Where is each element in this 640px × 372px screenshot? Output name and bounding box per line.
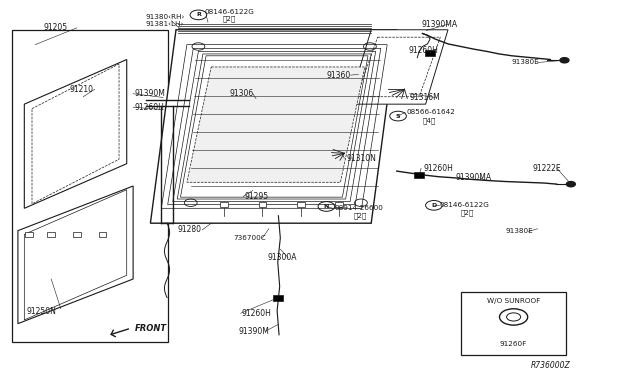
Text: 91295: 91295 [244, 192, 269, 201]
Text: 91205: 91205 [44, 23, 68, 32]
Text: 91380E: 91380E [512, 60, 540, 65]
Polygon shape [32, 64, 119, 204]
Text: 91260F: 91260F [500, 341, 527, 347]
Bar [425, 50, 435, 56]
Text: 91260H: 91260H [424, 164, 454, 173]
Text: 91390M: 91390M [238, 327, 269, 336]
Text: 91381‹LH›: 91381‹LH› [146, 21, 184, 27]
Bar [414, 172, 424, 178]
Polygon shape [349, 30, 448, 104]
Bar [73, 232, 81, 237]
Bar [99, 232, 106, 237]
Text: 〨2〩: 〨2〩 [353, 212, 367, 219]
Text: 91390MA: 91390MA [456, 173, 492, 182]
Polygon shape [18, 186, 133, 324]
Polygon shape [24, 190, 127, 320]
Text: W/O SUNROOF: W/O SUNROOF [487, 298, 540, 304]
Text: 08566-61642: 08566-61642 [406, 109, 455, 115]
Text: 91250N: 91250N [27, 307, 57, 316]
Text: FRONT: FRONT [134, 324, 166, 333]
Text: 91260H: 91260H [408, 46, 438, 55]
Text: 91280: 91280 [178, 225, 202, 234]
Text: D: D [431, 203, 436, 208]
Text: 91300A: 91300A [268, 253, 297, 262]
Text: 08146-6122G: 08146-6122G [439, 202, 489, 208]
Text: 91390MA: 91390MA [421, 20, 457, 29]
Bar [461, 292, 566, 355]
Bar [220, 202, 228, 207]
Bar [335, 202, 343, 207]
Text: 91360: 91360 [326, 71, 351, 80]
Text: R736000Z: R736000Z [531, 361, 571, 370]
Bar [259, 202, 266, 207]
Text: N: N [324, 204, 329, 209]
Text: 〨2〩: 〨2〩 [461, 209, 474, 216]
Text: R: R [196, 12, 201, 17]
Bar [47, 232, 55, 237]
Bar [297, 202, 305, 207]
Text: S: S [396, 113, 401, 119]
Bar [25, 232, 33, 237]
Bar [12, 30, 168, 342]
Text: 91380‹RH›: 91380‹RH› [146, 14, 186, 20]
Text: 91390M: 91390M [134, 89, 165, 98]
Text: 〨4〩: 〨4〩 [422, 117, 436, 124]
Text: 08146-6122G: 08146-6122G [205, 9, 255, 15]
Circle shape [566, 182, 575, 187]
Text: 91222E: 91222E [532, 164, 561, 173]
Polygon shape [187, 67, 365, 182]
Text: 91210: 91210 [69, 85, 93, 94]
Text: 〨2〩: 〨2〩 [223, 15, 236, 22]
Text: 91316M: 91316M [410, 93, 440, 102]
Text: 91310N: 91310N [347, 154, 377, 163]
Text: 91260H: 91260H [242, 309, 272, 318]
Text: 91306: 91306 [229, 89, 253, 98]
Polygon shape [24, 60, 127, 208]
Text: 08914-26600: 08914-26600 [334, 205, 383, 211]
Bar [273, 295, 283, 301]
Text: 736700C: 736700C [234, 235, 266, 241]
Text: 91380E: 91380E [506, 228, 533, 234]
Polygon shape [150, 30, 397, 223]
Text: 91260H: 91260H [134, 103, 164, 112]
Circle shape [560, 58, 569, 63]
